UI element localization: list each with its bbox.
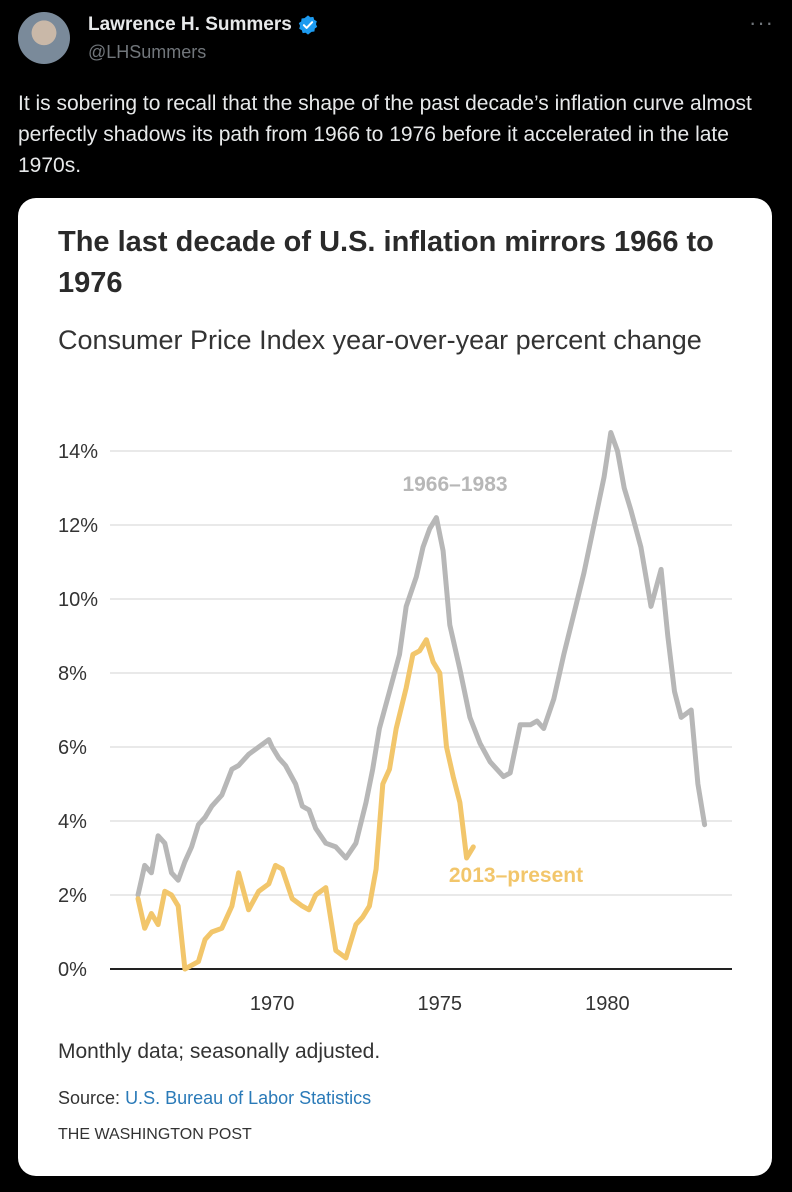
- chart-title: The last decade of U.S. inflation mirror…: [58, 226, 714, 299]
- chart-note: Monthly data; seasonally adjusted.: [58, 1040, 381, 1063]
- y-tick-label: 0%: [58, 959, 87, 981]
- series-label-2013-present: 2013–present: [449, 864, 583, 887]
- author-name[interactable]: Lawrence H. Summers: [88, 14, 292, 35]
- author-row: Lawrence H. Summers: [88, 14, 319, 36]
- x-tick-label: 1975: [418, 993, 463, 1015]
- series-label-1966-1983: 1966–1983: [402, 473, 507, 496]
- source-label: Source:: [58, 1088, 121, 1108]
- y-tick-label: 8%: [58, 663, 87, 685]
- tweet-text: It is sobering to recall that the shape …: [18, 92, 752, 177]
- publisher-credit: THE WASHINGTON POST: [58, 1126, 252, 1143]
- source-link[interactable]: U.S. Bureau of Labor Statistics: [125, 1088, 372, 1108]
- y-tick-label: 10%: [58, 589, 98, 611]
- y-tick-label: 6%: [58, 737, 87, 759]
- chart-source: Source: U.S. Bureau of Labor Statistics: [58, 1088, 371, 1109]
- y-tick-label: 4%: [58, 811, 87, 833]
- more-options-icon[interactable]: ···: [749, 10, 774, 35]
- chart-card[interactable]: The last decade of U.S. inflation mirror…: [18, 198, 772, 1176]
- inflation-line-chart: 0% 2% 4% 6% 8% 10% 12% 14% 1970 1975 1980 1966–19…: [58, 430, 732, 1015]
- x-tick-label: 1970: [250, 993, 295, 1015]
- verified-badge-icon: [298, 15, 317, 35]
- avatar[interactable]: [18, 12, 70, 64]
- series-line-2013-present: [135, 637, 476, 972]
- y-tick-label: 12%: [58, 515, 98, 537]
- x-tick-label: 1980: [585, 993, 630, 1015]
- chart-subtitle: Consumer Price Index year-over-year perc…: [58, 325, 702, 355]
- y-tick-label: 2%: [58, 885, 87, 907]
- author-handle[interactable]: @LHSummers: [88, 42, 207, 62]
- y-tick-label: 14%: [58, 441, 98, 463]
- series-line-1966-1983: [135, 430, 708, 898]
